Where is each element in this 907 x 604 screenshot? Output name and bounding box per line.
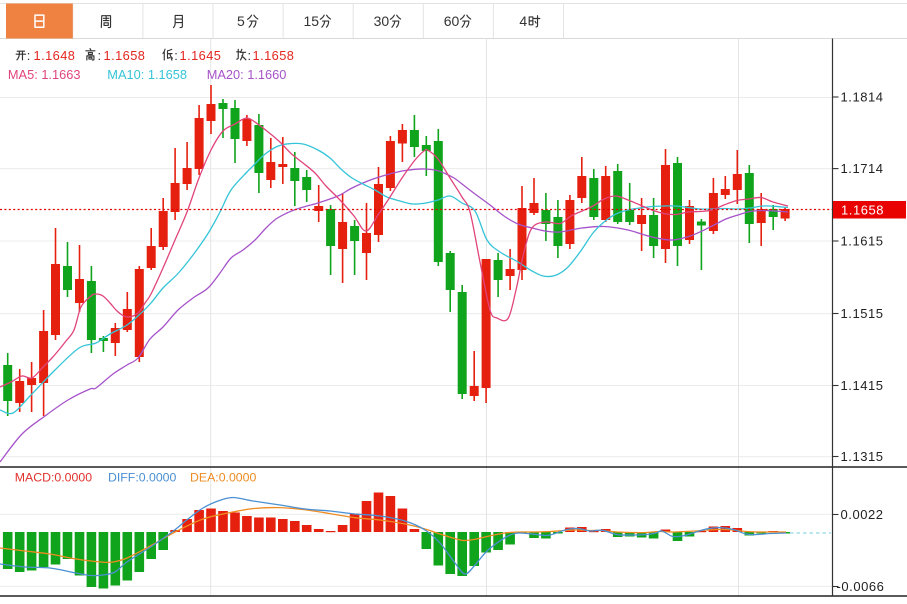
svg-text:-0.0066: -0.0066 <box>837 579 885 594</box>
svg-text:1.1648: 1.1648 <box>34 48 76 63</box>
svg-text:1.1515: 1.1515 <box>841 306 884 321</box>
svg-text:4: 4 <box>519 13 527 29</box>
svg-text:1.1714: 1.1714 <box>841 161 884 176</box>
svg-text:MA20: 1.1660: MA20: 1.1660 <box>207 67 287 82</box>
svg-text:MA10: 1.1658: MA10: 1.1658 <box>107 67 187 82</box>
svg-text:MA5: 1.1663: MA5: 1.1663 <box>8 67 81 82</box>
svg-text:DIFF:0.0000: DIFF:0.0000 <box>108 470 177 484</box>
svg-text::: : <box>248 48 252 63</box>
svg-text:1.1315: 1.1315 <box>841 449 884 464</box>
svg-text:1.1658: 1.1658 <box>841 203 884 218</box>
svg-text:1.1658: 1.1658 <box>253 48 295 63</box>
svg-text:1.1658: 1.1658 <box>104 48 146 63</box>
svg-text:30: 30 <box>374 13 390 29</box>
svg-text:DEA:0.0000: DEA:0.0000 <box>190 470 256 484</box>
svg-text:1.1645: 1.1645 <box>180 48 222 63</box>
svg-text::: : <box>174 48 178 63</box>
svg-text:1.1814: 1.1814 <box>841 90 884 105</box>
svg-text:1.1415: 1.1415 <box>841 378 884 393</box>
svg-text:0.0022: 0.0022 <box>841 507 884 522</box>
svg-text:5: 5 <box>237 13 245 29</box>
svg-text:15: 15 <box>304 13 320 29</box>
svg-text:1.1615: 1.1615 <box>841 234 884 249</box>
svg-text::: : <box>27 48 31 63</box>
svg-text::: : <box>98 48 102 63</box>
svg-text:MACD:0.0000: MACD:0.0000 <box>15 470 92 484</box>
svg-text:60: 60 <box>444 13 460 29</box>
